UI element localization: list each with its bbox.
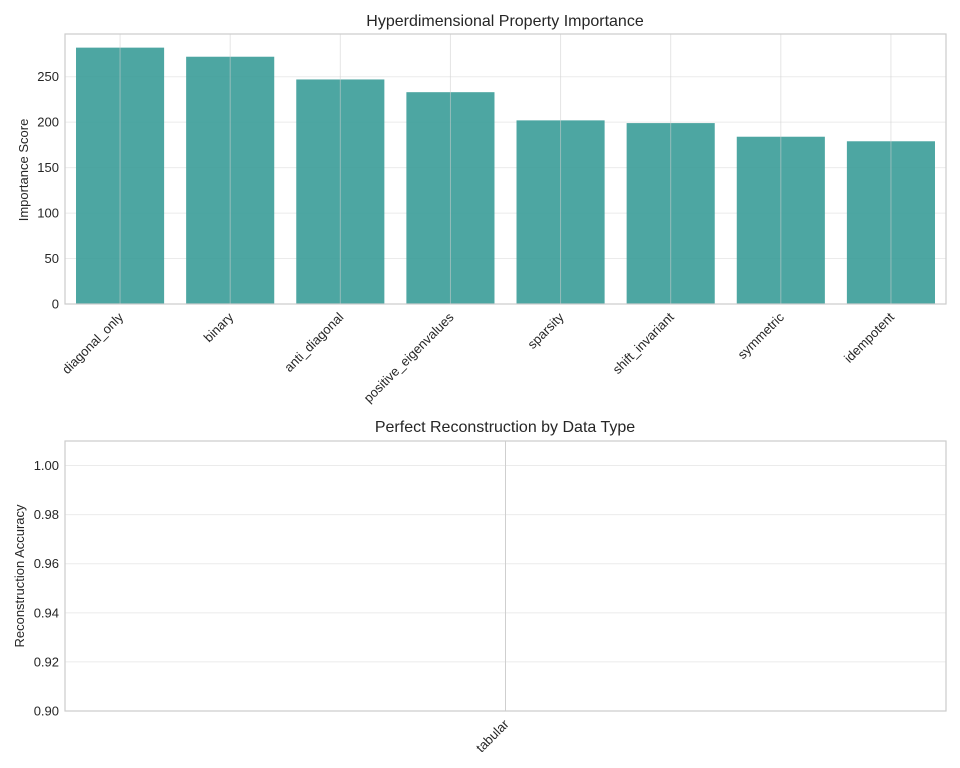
x-tick-label: positive_eigenvalues (361, 309, 457, 405)
y-tick-label: 0.96 (34, 556, 59, 571)
y-tick-label: 150 (37, 160, 59, 175)
chart-title-reconstruction: Perfect Reconstruction by Data Type (375, 419, 635, 436)
y-tick-label: 50 (45, 251, 59, 266)
plot-frame-importance (64, 33, 947, 305)
y-tick-label: 0.98 (34, 507, 59, 522)
x-tick-label: tabular (473, 716, 512, 755)
x-tick-label: shift_invariant (609, 309, 677, 377)
plot-frame-reconstruction (64, 440, 947, 712)
x-tick-label: anti_diagonal (281, 309, 346, 374)
y-tick-label: 250 (37, 69, 59, 84)
chart-title-importance: Hyperdimensional Property Importance (366, 13, 644, 30)
y-tick-label: 0.92 (34, 654, 59, 669)
y-tick-label: 1.00 (34, 458, 59, 473)
x-tick-label: idempotent (841, 309, 897, 365)
y-tick-label: 0.94 (34, 605, 59, 620)
y-axis-label-importance: Importance Score (16, 119, 31, 222)
x-tick-label: binary (201, 309, 237, 345)
importance-chart: Hyperdimensional Property Importance Imp… (16, 13, 947, 405)
reconstruction-chart: Perfect Reconstruction by Data Type Reco… (12, 419, 947, 755)
y-tick-label: 0 (52, 297, 59, 312)
x-tick-label: symmetric (734, 309, 787, 362)
x-tick-label: diagonal_only (59, 309, 127, 377)
y-tick-label: 0.90 (34, 704, 59, 719)
y-tick-label: 200 (37, 115, 59, 130)
x-tick-label: sparsity (524, 309, 567, 352)
y-axis-label-reconstruction: Reconstruction Accuracy (12, 504, 27, 648)
y-tick-label: 100 (37, 206, 59, 221)
